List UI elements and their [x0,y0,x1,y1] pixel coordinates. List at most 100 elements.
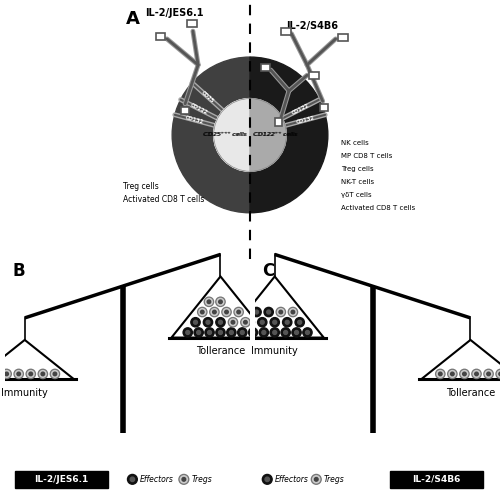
Text: Tregs: Tregs [324,475,345,484]
Circle shape [204,297,214,306]
FancyBboxPatch shape [320,104,328,111]
FancyBboxPatch shape [186,20,196,27]
Circle shape [26,369,36,379]
Circle shape [5,372,8,376]
Text: CD122: CD122 [291,102,310,116]
Circle shape [180,476,188,483]
Circle shape [485,371,492,377]
Wedge shape [214,99,250,171]
Circle shape [216,297,225,306]
FancyBboxPatch shape [182,107,189,114]
Circle shape [450,372,454,376]
Circle shape [251,330,255,334]
Circle shape [14,369,24,379]
Circle shape [499,372,500,376]
Circle shape [236,309,242,315]
Circle shape [208,330,212,334]
Circle shape [238,328,247,337]
Circle shape [259,328,268,337]
Text: Tollerance: Tollerance [446,388,495,398]
Circle shape [225,310,228,314]
Circle shape [276,307,285,317]
Circle shape [207,300,210,303]
Circle shape [191,317,200,327]
Circle shape [238,328,246,337]
Circle shape [252,307,261,317]
Circle shape [186,330,190,334]
Circle shape [472,369,481,379]
FancyBboxPatch shape [156,33,166,40]
Text: B: B [12,261,25,280]
FancyBboxPatch shape [338,34,348,41]
Circle shape [212,310,216,314]
FancyBboxPatch shape [260,64,270,71]
FancyBboxPatch shape [282,27,292,35]
Circle shape [264,307,274,317]
FancyBboxPatch shape [390,471,483,488]
Circle shape [183,328,192,337]
Circle shape [294,330,298,334]
Circle shape [128,475,138,484]
Circle shape [248,328,258,337]
Circle shape [218,320,222,324]
Text: CD25⁺⁺⁺ cells: CD25⁺⁺⁺ cells [204,132,247,137]
Circle shape [205,328,214,337]
Text: Immunity: Immunity [252,346,298,356]
Text: Effectors: Effectors [275,475,309,484]
Circle shape [41,372,44,376]
Circle shape [206,298,212,305]
Text: γδT cells: γδT cells [341,192,372,198]
Circle shape [291,310,294,314]
Circle shape [314,478,318,481]
Circle shape [270,328,280,337]
Circle shape [262,475,272,484]
Circle shape [130,477,134,482]
Circle shape [216,317,225,327]
Text: CD122⁺⁺ cells: CD122⁺⁺ cells [253,132,297,137]
Circle shape [237,310,240,314]
Text: C: C [262,261,274,280]
Circle shape [228,317,237,327]
FancyBboxPatch shape [275,118,282,126]
Wedge shape [250,57,328,213]
Text: CD122⁺⁺ cells: CD122⁺⁺ cells [254,132,298,137]
Circle shape [449,371,456,377]
Text: Treg cells: Treg cells [341,166,374,172]
Text: NK cells: NK cells [341,140,368,146]
Circle shape [29,372,32,376]
Circle shape [216,328,225,337]
Circle shape [260,320,264,324]
Circle shape [230,319,236,325]
Circle shape [473,371,480,377]
Circle shape [240,330,244,334]
Text: NK-T cells: NK-T cells [341,179,374,185]
Text: Effectors: Effectors [140,475,174,484]
Circle shape [266,310,270,314]
Circle shape [437,371,444,377]
Text: IL-2/S4B6: IL-2/S4B6 [412,475,461,484]
Circle shape [251,330,255,334]
Circle shape [303,328,312,337]
Circle shape [286,320,289,324]
Text: CD132: CD132 [185,115,204,125]
Circle shape [448,369,457,379]
Wedge shape [214,99,250,171]
Circle shape [218,300,222,303]
Circle shape [179,475,189,484]
Circle shape [279,310,282,314]
Text: CD25⁺⁺⁺ cells: CD25⁺⁺⁺ cells [203,132,246,137]
Circle shape [288,307,298,317]
Circle shape [298,320,302,324]
Wedge shape [250,99,286,171]
Circle shape [231,320,234,324]
Circle shape [241,317,250,327]
Circle shape [284,330,288,334]
Circle shape [254,310,258,314]
Circle shape [182,478,186,481]
Circle shape [50,369,59,379]
Circle shape [306,330,310,334]
Circle shape [52,371,59,377]
Text: CD25: CD25 [200,90,215,104]
Circle shape [273,320,276,324]
Circle shape [28,371,34,377]
